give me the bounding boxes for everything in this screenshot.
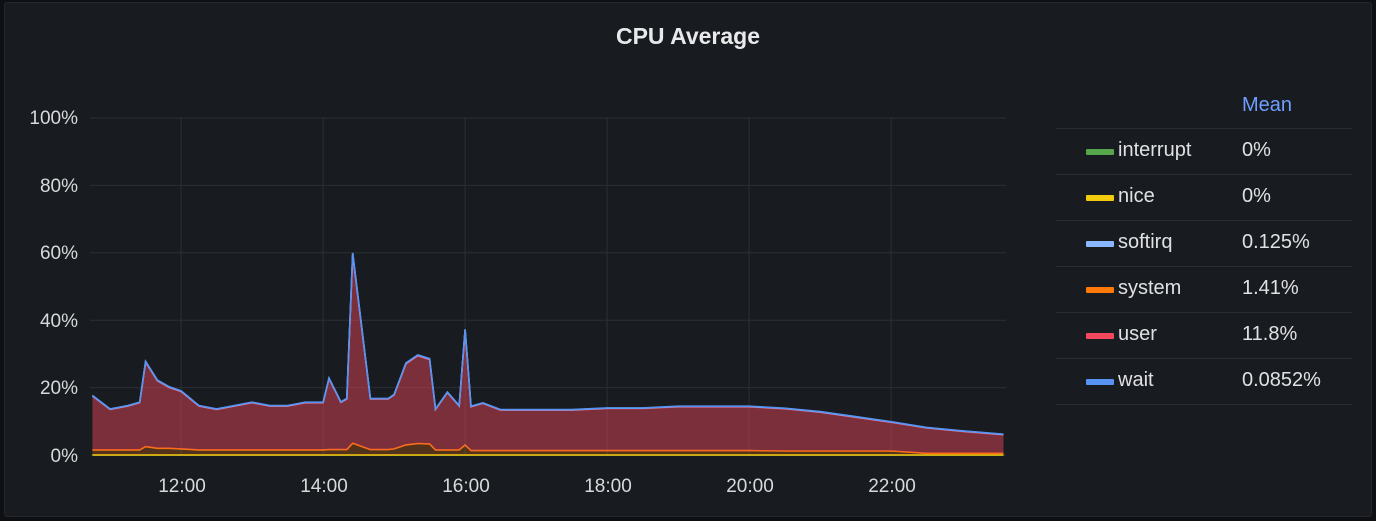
legend-mean-column-header[interactable]: Mean: [1242, 94, 1293, 116]
legend-series-name: nice: [1118, 185, 1155, 207]
series-color-swatch-icon: [1086, 149, 1114, 155]
y-tick: 20%: [40, 378, 78, 399]
panel-title: CPU Average: [615, 23, 761, 49]
legend-series-name: system: [1118, 277, 1182, 299]
x-tick: 20:00: [726, 476, 774, 497]
legend-series-name: user: [1118, 323, 1157, 345]
series-color-swatch-icon: [1086, 241, 1114, 247]
y-tick: 40%: [40, 311, 78, 332]
series-line-system: [92, 442, 1004, 455]
y-axis: 100% 80% 60% 40% 20% 0%: [29, 108, 78, 467]
y-tick: 0%: [51, 446, 79, 467]
legend-series-mean: 1.41%: [1242, 277, 1299, 299]
cpu-area-chart[interactable]: 100% 80% 60% 40% 20% 0% 12:00 14:00 16:0…: [0, 0, 1050, 521]
legend-item-softirq[interactable]: softirq 0.125%: [1056, 221, 1352, 267]
legend-item-user[interactable]: user 11.8%: [1056, 313, 1352, 359]
y-tick: 80%: [40, 176, 78, 197]
series-line-user: [91, 254, 1004, 436]
cpu-average-panel: CPU Average: [4, 2, 1372, 517]
legend-series-mean: 0%: [1242, 139, 1271, 161]
x-tick: 16:00: [442, 476, 490, 497]
series-color-swatch-icon: [1086, 379, 1114, 385]
chart-series: [91, 252, 1004, 456]
series-color-swatch-icon: [1086, 333, 1114, 339]
x-tick: 12:00: [158, 476, 206, 497]
legend-series-name: wait: [1118, 369, 1154, 391]
chart-grid: [90, 117, 1006, 456]
series-area-system: [92, 443, 1004, 455]
legend-header: Mean: [1056, 88, 1352, 129]
legend-series-mean: 0.125%: [1242, 231, 1310, 253]
x-tick: 22:00: [868, 476, 916, 497]
legend-item-interrupt[interactable]: interrupt 0%: [1056, 129, 1352, 175]
legend-series-mean: 0%: [1242, 185, 1271, 207]
legend-table: Mean interrupt 0% nice 0% softirq 0.125%…: [1056, 88, 1352, 405]
legend-item-system[interactable]: system 1.41%: [1056, 267, 1352, 313]
y-tick: 60%: [40, 243, 78, 264]
legend-series-name: interrupt: [1118, 139, 1192, 161]
legend-series-mean: 0.0852%: [1242, 369, 1321, 391]
x-axis: 12:00 14:00 16:00 18:00 20:00 22:00: [158, 476, 916, 497]
series-area-user: [92, 254, 1004, 454]
series-color-swatch-icon: [1086, 195, 1114, 201]
legend-item-wait[interactable]: wait 0.0852%: [1056, 359, 1352, 405]
series-line-wait: [91, 252, 1004, 435]
series-color-swatch-icon: [1086, 287, 1114, 293]
legend-series-mean: 11.8%: [1242, 323, 1298, 345]
x-tick: 14:00: [300, 476, 348, 497]
x-tick: 18:00: [584, 476, 632, 497]
legend-series-name: softirq: [1118, 231, 1173, 253]
y-tick: 100%: [29, 108, 78, 129]
legend-item-nice[interactable]: nice 0%: [1056, 175, 1352, 221]
